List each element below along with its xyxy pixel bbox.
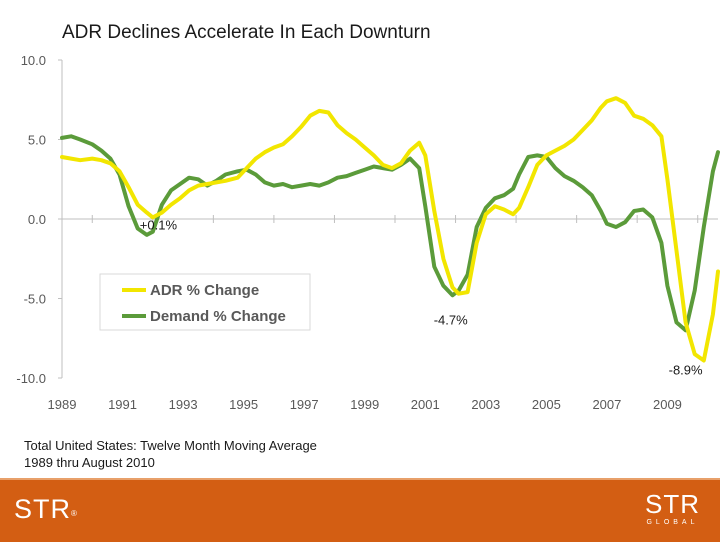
str-global-logo-sub: GLOBAL	[646, 519, 699, 526]
y-tick-label: 10.0	[21, 53, 46, 68]
x-tick-label: 1997	[290, 397, 319, 412]
x-tick-label: 2001	[411, 397, 440, 412]
x-tick-label: 1991	[108, 397, 137, 412]
footer-bar: STR® STR GLOBAL	[0, 478, 720, 542]
footnote: Total United States: Twelve Month Moving…	[24, 437, 317, 471]
x-tick-label: 2005	[532, 397, 561, 412]
y-tick-label: -5.0	[24, 292, 46, 307]
legend-label-adr: ADR % Change	[150, 282, 259, 299]
legend: ADR % Change Demand % Change	[99, 273, 311, 331]
series-line-adr	[60, 96, 720, 363]
x-tick-label: 2007	[592, 397, 621, 412]
annotation-label: -8.9%	[669, 363, 703, 378]
y-tick-label: 0.0	[28, 212, 46, 227]
annotation-label: -4.7%	[434, 313, 468, 328]
x-tick-label: 1999	[350, 397, 379, 412]
y-tick-label: 5.0	[28, 133, 46, 148]
series-lines	[60, 96, 720, 363]
x-tick-labels: 1989 1991 1993 1995 1997 1999 2001 2003 2005 2007…	[48, 397, 682, 412]
axes	[58, 59, 718, 379]
str-logo-mark: ®	[71, 509, 78, 518]
annotations: +0.1% -4.7% -8.9%	[140, 217, 703, 377]
x-tick-label: 1993	[169, 397, 198, 412]
str-logo: STR®	[14, 494, 78, 525]
y-tick-labels: 10.0 5.0 0.0 -5.0 -10.0	[16, 53, 46, 386]
x-tick-label: 1989	[48, 397, 77, 412]
legend-label-demand: Demand % Change	[150, 308, 286, 325]
x-tick-label: 2009	[653, 397, 682, 412]
y-tick-label: -10.0	[16, 371, 46, 386]
annotation-label: +0.1%	[140, 217, 178, 232]
chart-title: ADR Declines Accelerate In Each Downturn	[62, 22, 431, 43]
str-logo-text: STR	[14, 494, 71, 524]
line-chart: 10.0 5.0 0.0 -5.0 -10.0 1989 1991 1993 1995 1997…	[16, 53, 720, 412]
x-tick-label: 2003	[471, 397, 500, 412]
legend-box	[99, 273, 311, 331]
str-global-logo: STR GLOBAL	[645, 490, 700, 528]
footnote-line-1: Total United States: Twelve Month Moving…	[24, 438, 317, 453]
x-tick-label: 1995	[229, 397, 258, 412]
str-global-logo-text: STR	[645, 489, 700, 519]
footnote-line-2: 1989 thru August 2010	[24, 455, 155, 470]
